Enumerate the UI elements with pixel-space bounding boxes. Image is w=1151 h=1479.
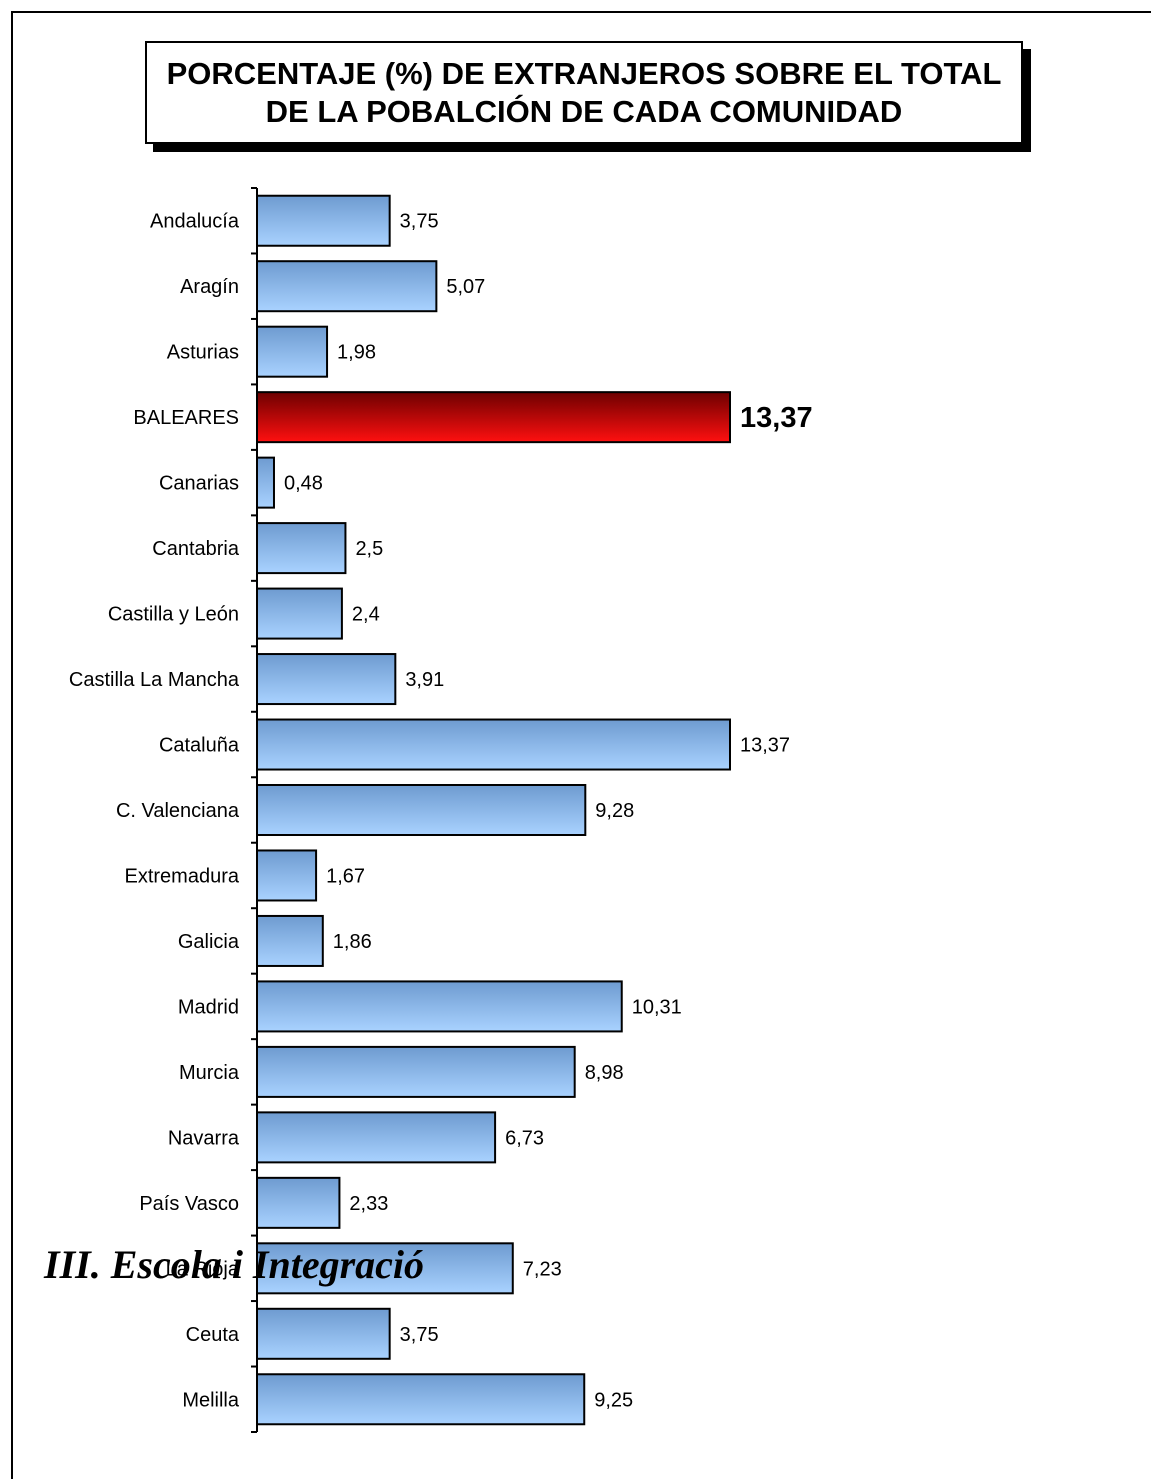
axis-ticks-group	[251, 187, 257, 1433]
value-label: 5,07	[446, 276, 485, 298]
value-labels-group: 3,75 5,07 1,98 13,37 0,48 2,5 2,4 3,91 13,37 9,28…	[284, 211, 813, 1412]
category-label: Ceuta	[186, 1324, 240, 1346]
category-label: Aragín	[180, 276, 239, 298]
bar-castilla-y-le-n	[256, 587, 343, 640]
category-label: Andalucía	[150, 211, 240, 233]
category-label: Extremadura	[125, 865, 240, 887]
bar-castilla-la-mancha	[256, 653, 397, 706]
value-label: 2,33	[349, 1193, 388, 1215]
category-label: La Rioja	[166, 1258, 240, 1280]
value-label: 1,86	[333, 931, 372, 953]
bar-galicia	[256, 914, 324, 967]
category-label: Murcia	[179, 1062, 240, 1084]
bar-arag-n	[256, 260, 438, 313]
value-label: 13,37	[740, 402, 813, 434]
category-labels-group: Andalucía Aragín Asturias BALEARES Canarias C…	[69, 211, 240, 1412]
bar-melilla	[256, 1373, 586, 1426]
bar-asturias	[256, 325, 329, 378]
value-label: 2,5	[355, 538, 383, 560]
value-label: 3,75	[400, 211, 439, 233]
bar-andaluc-a	[256, 194, 391, 247]
category-label: Cataluña	[159, 735, 240, 757]
value-label: 13,37	[740, 735, 790, 757]
bar-madrid	[256, 980, 623, 1033]
bar-extremadura	[256, 849, 318, 902]
category-label: Cantabria	[152, 538, 240, 560]
value-label: 9,28	[595, 800, 634, 822]
value-label: 6,73	[505, 1127, 544, 1149]
section-heading-overlay: III. Escola i Integració	[44, 1242, 425, 1288]
value-label: 3,91	[405, 669, 444, 691]
category-label: Castilla La Mancha	[69, 669, 240, 691]
bar-canarias	[256, 456, 275, 509]
bar-cantabria	[256, 522, 347, 575]
category-label: Canarias	[159, 473, 239, 495]
value-label: 8,98	[585, 1062, 624, 1084]
bar-catalu-a	[256, 718, 731, 771]
chart-title-box: PORCENTAJE (%) DE EXTRANJEROS SOBRE EL T…	[145, 41, 1023, 144]
value-label: 9,25	[594, 1389, 633, 1411]
bar-pa-s-vasco	[256, 1176, 341, 1229]
value-label: 7,23	[523, 1258, 562, 1280]
bar-c-valenciana	[256, 784, 587, 836]
chart-title-line-1: PORCENTAJE (%) DE EXTRANJEROS SOBRE EL T…	[166, 55, 1002, 91]
category-label: BALEARES	[133, 407, 239, 429]
category-label: Galicia	[178, 931, 240, 953]
value-label: 1,98	[337, 342, 376, 364]
category-label: Melilla	[182, 1389, 240, 1411]
bar-murcia	[256, 1045, 576, 1098]
category-label: Navarra	[168, 1127, 240, 1149]
page-frame	[11, 11, 1151, 1479]
chart-title-line-2: DE LA POBALCIÓN DE CADA COMUNIDAD	[265, 93, 903, 129]
category-label: Asturias	[167, 342, 239, 364]
value-label: 10,31	[632, 996, 682, 1018]
value-label: 0,48	[284, 473, 323, 495]
value-label: 1,67	[326, 865, 365, 887]
category-label: Madrid	[178, 996, 239, 1018]
bar-navarra	[256, 1111, 497, 1164]
value-label: 2,4	[352, 604, 380, 626]
bars-group	[256, 194, 731, 1426]
value-label: 3,75	[400, 1324, 439, 1346]
bar-baleares	[256, 391, 731, 444]
bar-ceuta	[256, 1307, 391, 1360]
category-label: Castilla y León	[108, 604, 239, 626]
category-label: C. Valenciana	[116, 800, 240, 822]
bar-la-rioja	[256, 1242, 514, 1295]
category-label: País Vasco	[139, 1193, 239, 1215]
